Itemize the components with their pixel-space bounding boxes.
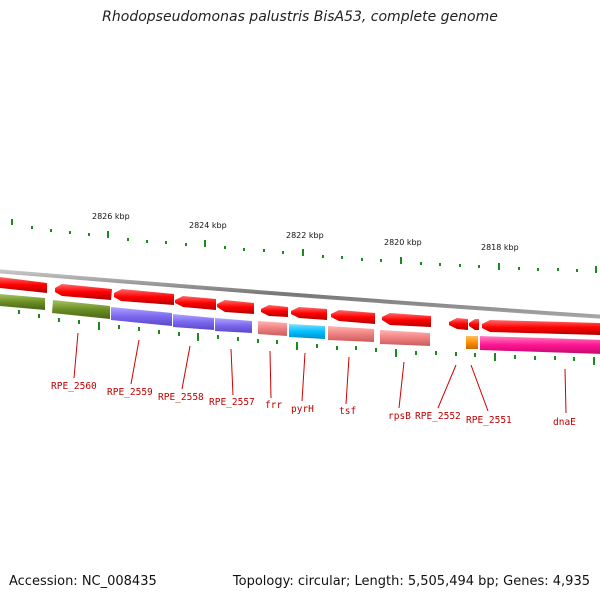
- gene-labels: RPE_2560 RPE_2559 RPE_2558 RPE_2557 frr …: [51, 381, 576, 428]
- gene-arrows-red: [0, 277, 600, 335]
- scale-ticks-lower: [18, 310, 595, 365]
- gene-label-frr: frr: [265, 400, 282, 411]
- label-leader-lines: [73, 332, 567, 414]
- scale-label: 2822 kbp: [286, 231, 324, 240]
- scale-label: 2820 kbp: [384, 238, 422, 247]
- gene-arrow: [291, 307, 327, 320]
- scale-label: 2826 kbp: [92, 212, 130, 221]
- gene-label-rpsb: rpsB: [388, 411, 411, 422]
- genome-summary-text: Topology: circular; Length: 5,505,494 bp…: [232, 574, 590, 589]
- gene-arrow: [0, 277, 47, 293]
- gene-arrow: [55, 284, 112, 300]
- gene-label-tsf: tsf: [339, 406, 356, 417]
- scale-label: 2824 kbp: [189, 221, 227, 230]
- gene-bar-orange: [466, 336, 478, 349]
- gene-arrow: [382, 313, 431, 327]
- scale-ticks-upper: [11, 219, 597, 273]
- gene-label-rpe-2552: RPE_2552: [415, 411, 461, 422]
- gene-bar-slate-blue: [173, 314, 214, 330]
- gene-bar-olive: [0, 294, 45, 310]
- gene-bar-salmon: [328, 326, 374, 342]
- gene-label-rpe-2559: RPE_2559: [107, 387, 153, 398]
- genome-title: Rhodopseudomonas palustris BisA53, compl…: [102, 9, 498, 25]
- gene-label-rpe-2551: RPE_2551: [466, 415, 512, 426]
- gene-arrow: [331, 310, 375, 324]
- gene-label-rpe-2560: RPE_2560: [51, 381, 97, 392]
- gene-bar-pink: [480, 336, 600, 354]
- gene-bar-olive: [52, 300, 110, 319]
- gene-arrow: [175, 296, 216, 310]
- gene-label-dnae: dnaE: [553, 417, 576, 428]
- accession-text: Accession: NC_008435: [9, 574, 157, 589]
- gene-arrow: [469, 319, 479, 330]
- gene-label-rpe-2558: RPE_2558: [158, 392, 204, 403]
- gene-arrow: [217, 300, 254, 314]
- genome-backbone: [0, 269, 600, 319]
- gene-arrow: [261, 305, 288, 317]
- gene-bar-slate-blue: [215, 318, 252, 333]
- gene-arrow: [482, 320, 600, 335]
- gene-arrow: [449, 318, 468, 330]
- gene-arrow: [114, 289, 174, 305]
- gene-label-rpe-2557: RPE_2557: [209, 397, 255, 408]
- gene-bar-sky-blue: [289, 324, 325, 339]
- scale-label: 2818 kbp: [481, 243, 519, 252]
- gene-bar-salmon: [380, 330, 430, 346]
- gene-bar-salmon: [258, 321, 287, 336]
- gene-category-bars: [0, 294, 600, 354]
- gene-label-pyrh: pyrH: [291, 404, 314, 415]
- gene-bar-slate-blue: [111, 307, 172, 326]
